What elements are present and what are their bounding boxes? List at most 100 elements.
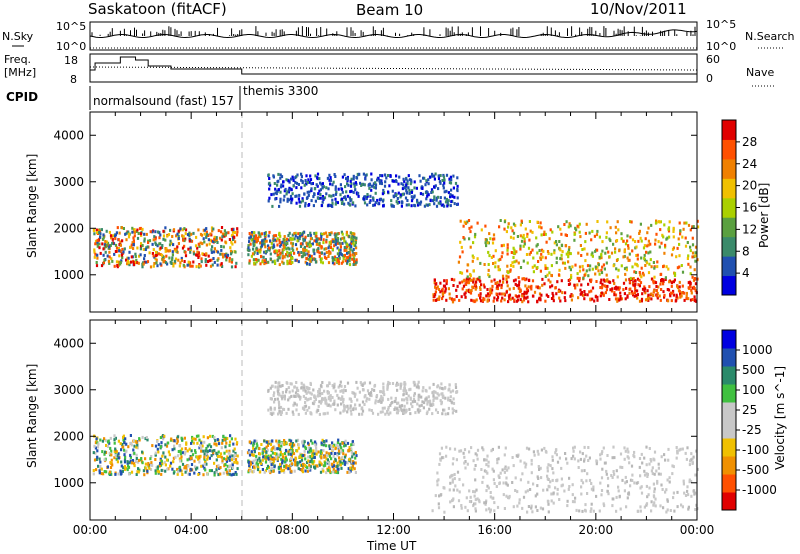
heatmap-cell — [350, 399, 353, 403]
heatmap-cell — [310, 457, 313, 461]
heatmap-cell — [225, 441, 228, 445]
heatmap-cell — [348, 196, 351, 200]
heatmap-cell — [449, 204, 452, 208]
heatmap-cell — [107, 259, 110, 263]
heatmap-cell — [268, 181, 271, 185]
heatmap-cell — [114, 451, 117, 455]
heatmap-cell — [283, 394, 286, 398]
heatmap-cell — [145, 232, 148, 236]
heatmap-cell — [337, 438, 340, 442]
heatmap-cell — [115, 457, 118, 461]
heatmap-cell — [276, 183, 279, 187]
y-tick-label: 3000 — [53, 175, 84, 189]
heatmap-cell — [316, 237, 319, 241]
heatmap-cell — [656, 265, 659, 269]
heatmap-cell — [655, 219, 658, 223]
heatmap-cell — [325, 251, 328, 254]
heatmap-cell — [503, 507, 506, 510]
heatmap-cell — [426, 410, 429, 414]
heatmap-cell — [631, 479, 634, 482]
heatmap-cell — [654, 504, 657, 508]
heatmap-cell — [327, 187, 330, 191]
heatmap-cell — [109, 466, 113, 469]
heatmap-cell — [621, 466, 624, 469]
heatmap-cell — [550, 297, 554, 300]
heatmap-cell — [377, 177, 380, 180]
heatmap-cell — [505, 280, 509, 284]
heatmap-cell — [525, 446, 529, 450]
heatmap-cell — [129, 441, 132, 445]
heatmap-cell — [311, 401, 315, 405]
heatmap-cell — [336, 259, 340, 263]
heatmap-cell — [436, 285, 439, 289]
heatmap-cell — [505, 277, 508, 281]
heatmap-cell — [512, 236, 515, 240]
heatmap-cell — [364, 177, 367, 181]
heatmap-cell — [405, 189, 408, 192]
heatmap-cell — [420, 403, 423, 407]
heatmap-cell — [359, 181, 362, 185]
heatmap-cell — [211, 449, 214, 453]
heatmap-cell — [197, 473, 200, 476]
heatmap-cell — [693, 277, 696, 280]
heatmap-cell — [172, 460, 175, 464]
heatmap-cell — [563, 489, 566, 493]
heatmap-cell — [161, 454, 164, 458]
heatmap-cell — [254, 463, 257, 467]
heatmap-cell — [626, 256, 629, 260]
heatmap-cell — [164, 469, 167, 473]
heatmap-cell — [161, 462, 164, 466]
heatmap-cell — [460, 245, 463, 249]
heatmap-cell — [328, 173, 331, 177]
heatmap-cell — [479, 292, 482, 296]
heatmap-cell — [213, 461, 216, 465]
heatmap-cell — [350, 447, 353, 451]
heatmap-cell — [115, 260, 119, 264]
heatmap-cell — [662, 278, 665, 282]
heatmap-cell — [459, 219, 462, 223]
heatmap-cell — [143, 257, 146, 261]
heatmap-cell — [279, 244, 282, 248]
heatmap-cell — [292, 248, 295, 252]
heatmap-cell — [416, 383, 419, 387]
heatmap-cell — [229, 464, 232, 468]
heatmap-cell — [653, 266, 656, 270]
heatmap-cell — [124, 450, 127, 454]
heatmap-cell — [340, 187, 344, 191]
heatmap-cell — [336, 252, 339, 256]
heatmap-cell — [290, 256, 293, 260]
heatmap-cell — [187, 247, 190, 251]
heatmap-cell — [618, 249, 621, 253]
heatmap-cell — [211, 263, 214, 267]
heatmap-cell — [296, 236, 299, 240]
heatmap-cell — [319, 181, 322, 185]
heatmap-cell — [489, 510, 492, 514]
heatmap-cell — [615, 469, 618, 473]
heatmap-cell — [184, 250, 187, 254]
heatmap-cell — [663, 251, 666, 255]
heatmap-cell — [170, 437, 173, 441]
heatmap-cell — [494, 265, 497, 269]
heatmap-cell — [224, 233, 227, 237]
heatmap-cell — [489, 287, 492, 291]
heatmap-cell — [261, 451, 264, 455]
heatmap-cell — [283, 235, 286, 238]
heatmap-cell — [617, 268, 620, 272]
heatmap-cell — [141, 450, 144, 454]
heatmap-cell — [175, 249, 178, 253]
heatmap-cell — [507, 466, 510, 470]
heatmap-cell — [260, 443, 263, 446]
heatmap-cell — [260, 232, 263, 236]
heatmap-cell — [503, 467, 506, 471]
heatmap-cell — [584, 293, 587, 297]
heatmap-cell — [515, 259, 518, 263]
heatmap-cell — [537, 477, 540, 480]
heatmap-cell — [645, 250, 648, 254]
heatmap-cell — [177, 234, 180, 238]
heatmap-cell — [161, 469, 164, 472]
heatmap-cell — [609, 288, 612, 292]
heatmap-cell — [206, 233, 209, 236]
heatmap-cell — [594, 295, 597, 299]
heatmap-cell — [352, 190, 355, 194]
heatmap-cell — [595, 459, 598, 463]
